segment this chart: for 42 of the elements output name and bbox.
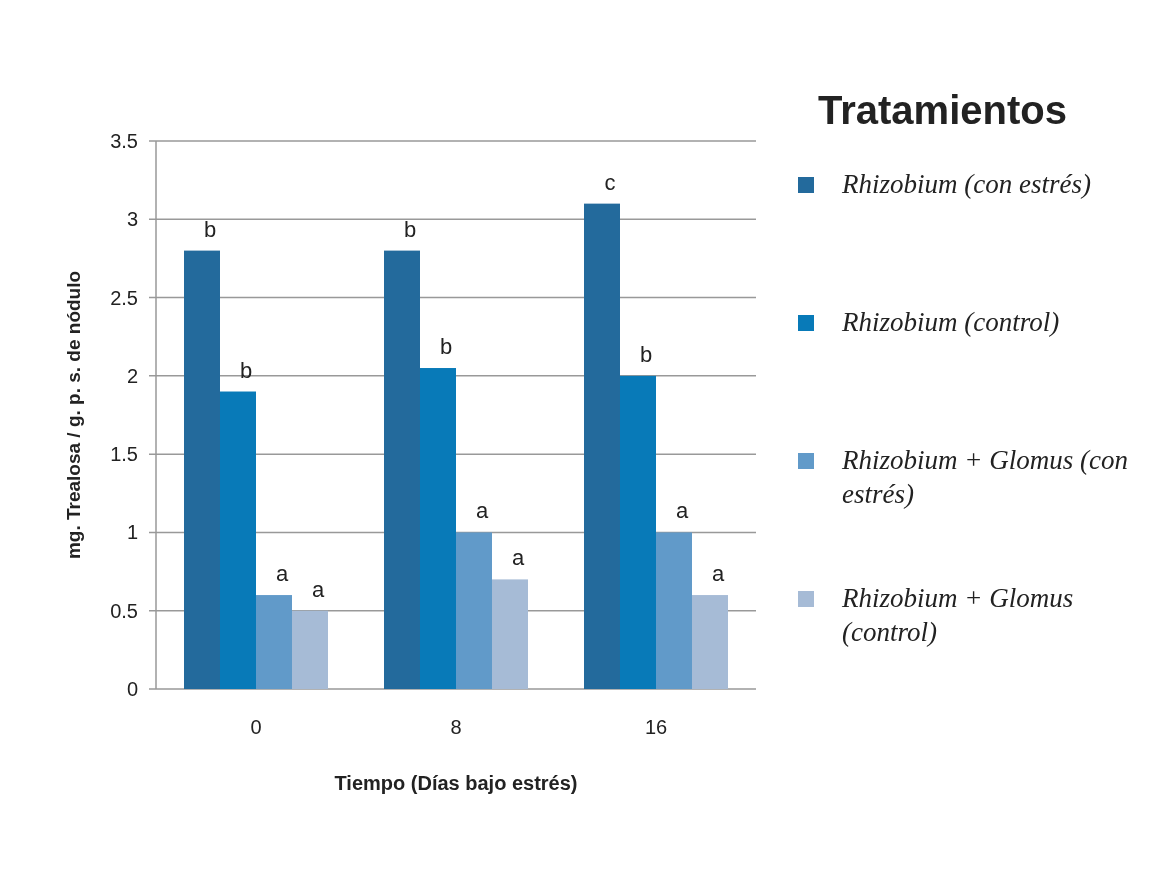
x-tick-label: 0 <box>250 716 262 738</box>
x-tick-label: 16 <box>644 716 668 738</box>
data-label: a <box>511 545 525 571</box>
y-tick-label: 0.5 <box>110 599 138 622</box>
data-label: b <box>403 216 417 242</box>
bar <box>256 595 292 689</box>
y-axis-title: mg. Trealosa / g. p. s. de nódulo <box>63 270 84 560</box>
bar <box>456 532 492 689</box>
y-tick-label: 1 <box>126 521 138 544</box>
y-tick-label: 3 <box>126 208 138 231</box>
data-label: a <box>311 576 325 602</box>
x-axis-title: Tiempo (Días bajo estrés) <box>334 772 578 794</box>
data-label: a <box>275 561 289 587</box>
data-label: b <box>239 357 253 383</box>
bar <box>656 532 692 689</box>
data-label: a <box>475 498 489 524</box>
y-tick-label: 3.5 <box>110 130 138 152</box>
data-label: a <box>711 561 725 587</box>
legend-label: Rhizobium + Glomus (con estrés) <box>841 445 1128 509</box>
y-tick-label: 2 <box>126 364 138 387</box>
x-tick-label: 8 <box>450 716 462 738</box>
bar <box>492 579 528 689</box>
bar <box>184 250 220 689</box>
y-tick-label: 0 <box>126 678 138 700</box>
legend-label: Rhizobium + Glomus (control) <box>841 583 1074 647</box>
legend-label: Rhizobium (control) <box>841 307 1060 337</box>
y-tick-label: 2.5 <box>110 286 138 309</box>
bar <box>584 203 620 689</box>
bar <box>220 391 256 689</box>
bar <box>384 250 420 689</box>
bar <box>292 610 328 689</box>
data-label: b <box>639 341 653 367</box>
data-label: a <box>675 498 689 524</box>
bar <box>420 368 456 689</box>
bar <box>620 375 656 689</box>
data-label: b <box>439 334 453 360</box>
legend-label: Rhizobium (con estrés) <box>841 169 1091 199</box>
data-label: c <box>604 169 616 195</box>
legend-title: Tratamientos <box>818 88 1067 132</box>
y-tick-label: 1.5 <box>110 443 138 466</box>
bar <box>692 595 728 689</box>
data-label: b <box>203 216 217 242</box>
